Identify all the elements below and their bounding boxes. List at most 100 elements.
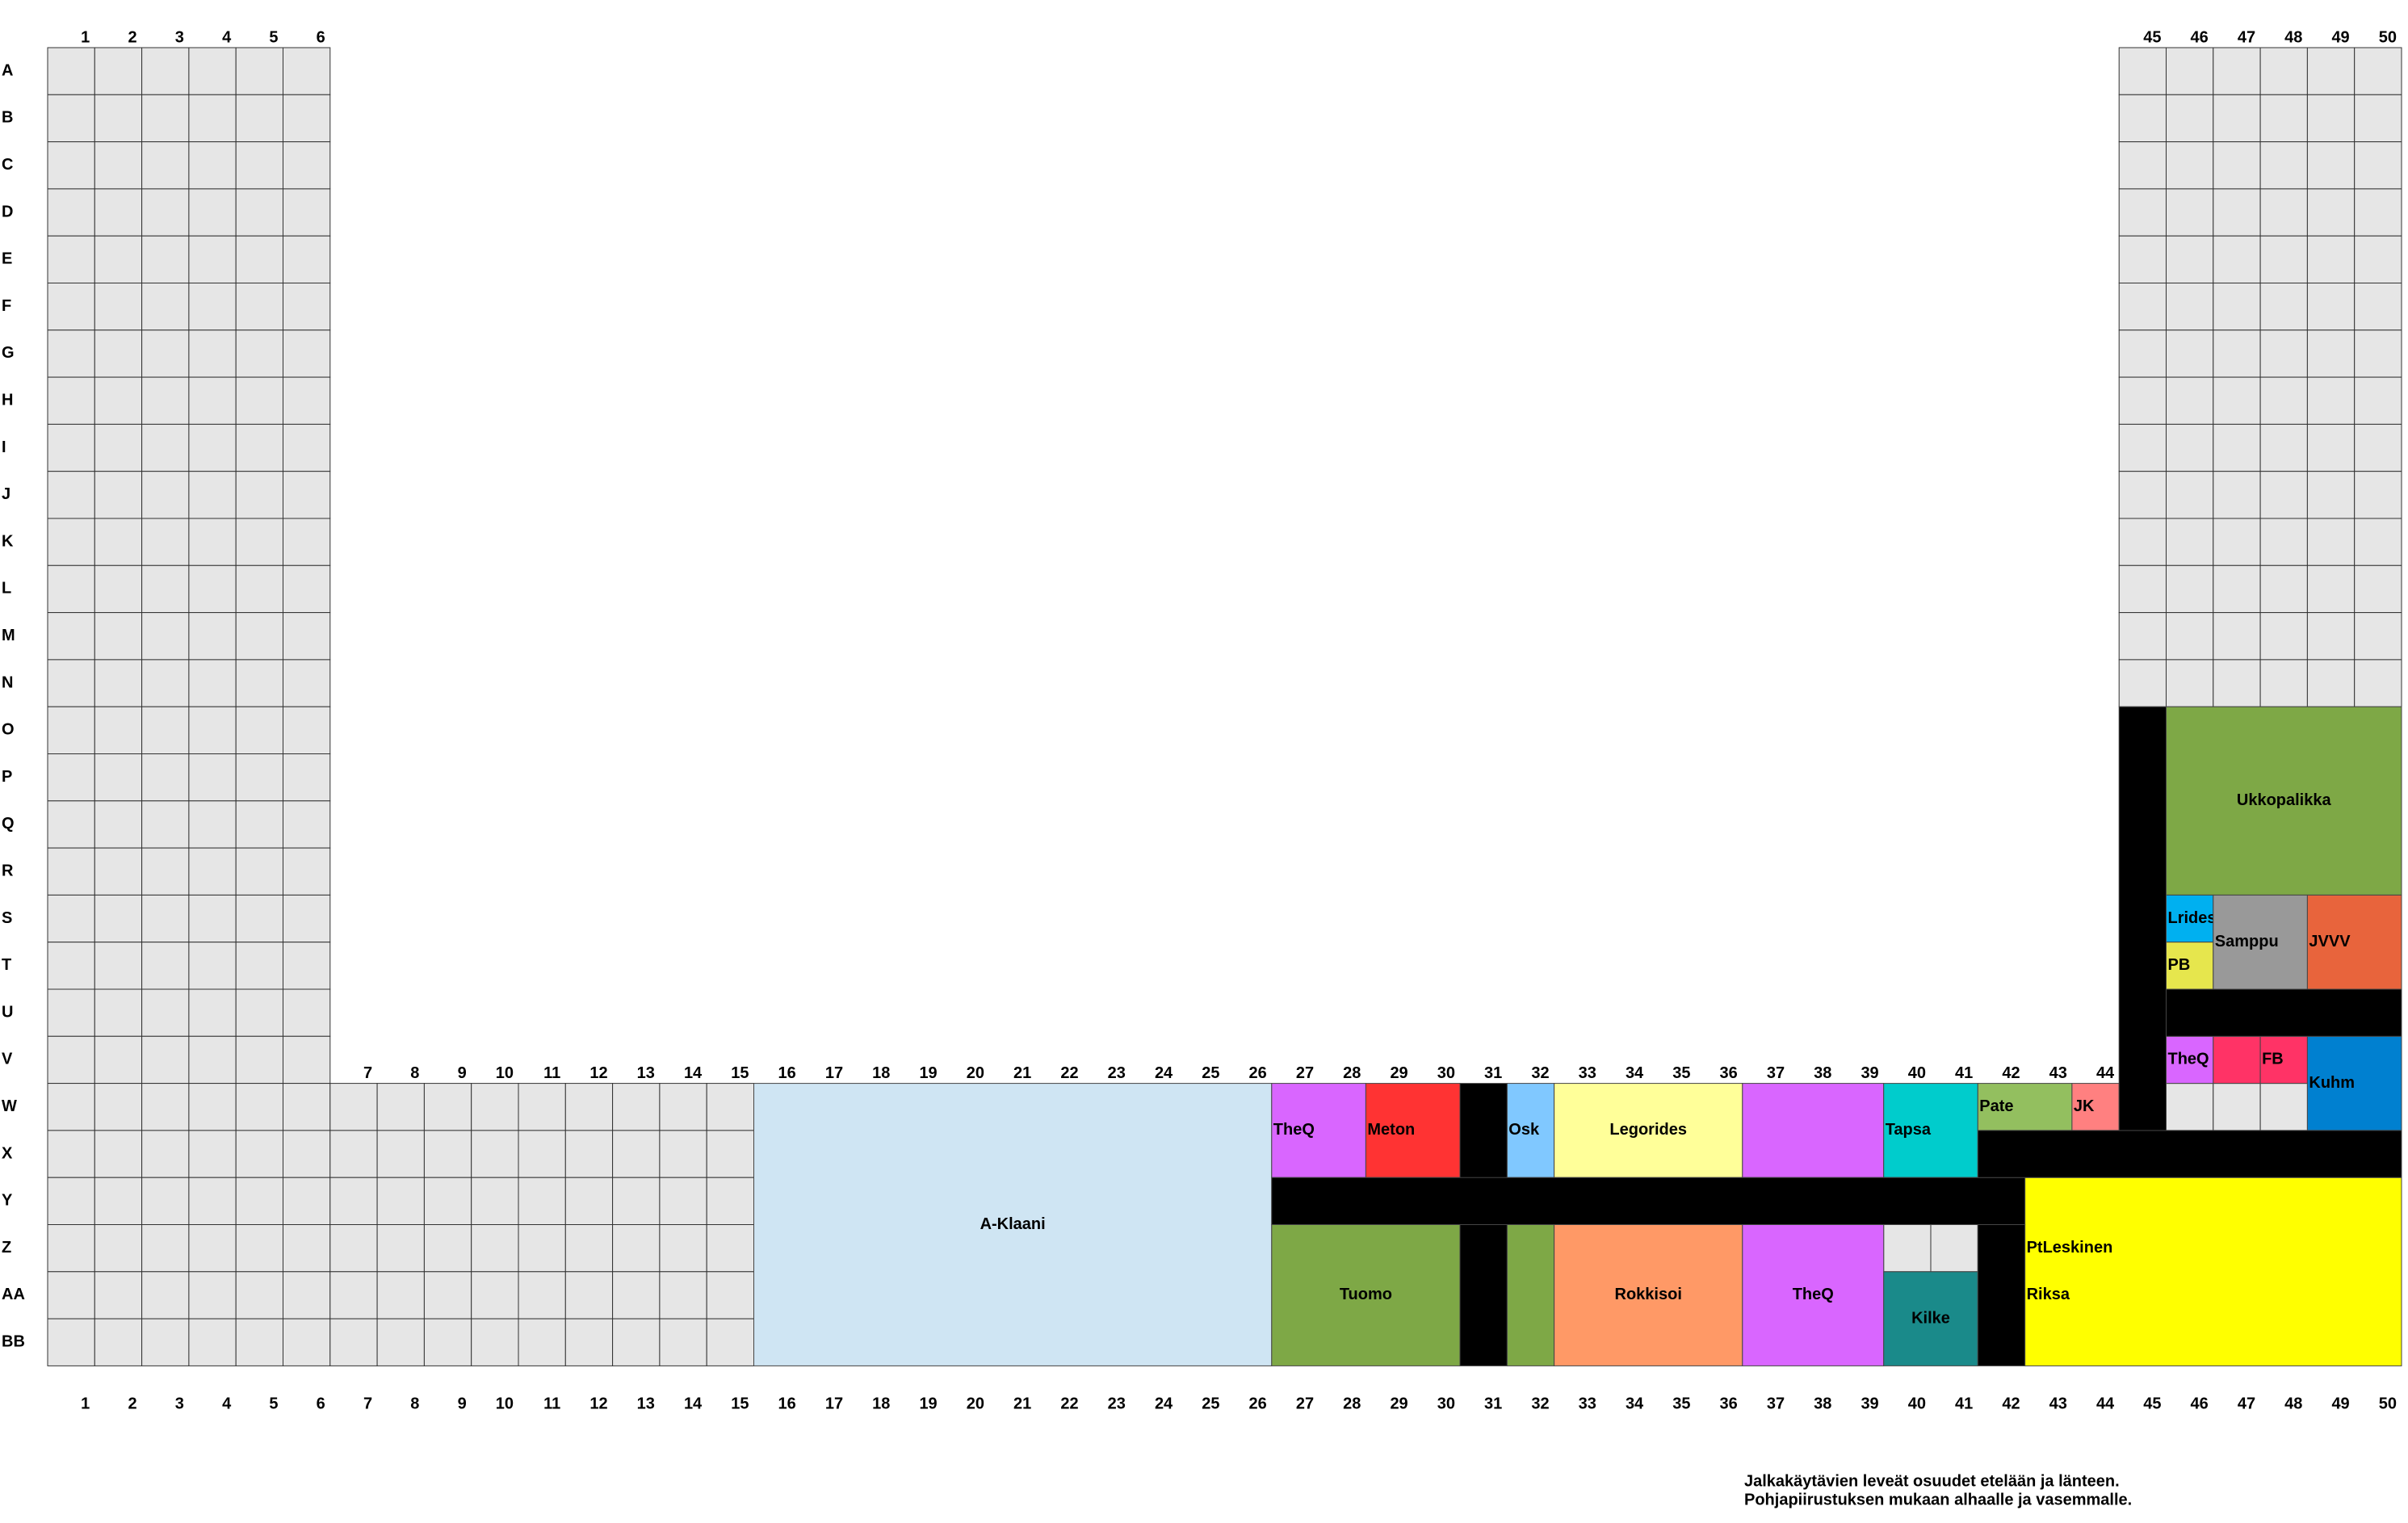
column-label: 13: [637, 1064, 655, 1082]
seat-cell: [471, 1130, 519, 1178]
seat-cell: [141, 753, 190, 802]
block-label: TheQ: [1793, 1286, 1834, 1303]
seat-cell: [2213, 283, 2261, 331]
seat-cell: [94, 376, 143, 425]
seat-cell: [94, 1271, 143, 1320]
block: [2118, 706, 2167, 1131]
row-label: L: [2, 580, 11, 598]
seat-cell: [47, 894, 95, 943]
column-label: 7: [363, 1395, 372, 1413]
reserved-block: [2259, 1035, 2308, 1085]
seat-cell: [94, 283, 143, 331]
column-label: 2: [128, 28, 136, 46]
column-label: 44: [2096, 1395, 2115, 1413]
seat-cell: [2118, 423, 2167, 472]
column-label: 8: [410, 1064, 419, 1082]
column-label: 4: [222, 28, 232, 46]
seat-cell: [706, 1177, 755, 1225]
seat-cell: [235, 1035, 284, 1085]
seat-cell: [2306, 235, 2356, 284]
seat-cell: [188, 753, 237, 802]
column-label: 45: [2143, 1395, 2161, 1413]
seat-cell: [94, 188, 143, 237]
column-label: 31: [1484, 1064, 1502, 1082]
column-label: 10: [496, 1395, 514, 1413]
seat-cell: [188, 612, 237, 661]
seat-cell: [283, 564, 331, 614]
seat-cell: [235, 329, 284, 378]
seat-cell: [2118, 94, 2167, 143]
block-label: PtLeskinen: [2027, 1239, 2113, 1257]
seat-cell: [235, 753, 284, 802]
reserved-block: [1883, 1271, 1978, 1366]
reserved-block: [2306, 894, 2402, 990]
seat-cell: [235, 1271, 284, 1320]
seat-cell: [47, 94, 95, 143]
seat-cell: [518, 1318, 566, 1366]
column-label: 15: [731, 1395, 749, 1413]
seat-cell: [188, 329, 237, 378]
seat-cell: [329, 1271, 378, 1320]
column-label: 49: [2331, 1395, 2349, 1413]
seat-cell: [2213, 329, 2261, 378]
seat-cell: [329, 1130, 378, 1178]
seat-cell: [706, 1224, 755, 1273]
seat-cell: [2259, 564, 2308, 614]
seat-cell: [283, 423, 331, 472]
seat-cell: [2306, 329, 2356, 378]
seat-cell: [141, 235, 190, 284]
seat-cell: [1883, 1224, 1932, 1273]
seat-cell: [2306, 471, 2356, 519]
column-label: 17: [825, 1395, 843, 1413]
column-label: 28: [1343, 1064, 1361, 1082]
seat-cell: [141, 659, 190, 707]
seat-cell: [188, 800, 237, 849]
seat-cell: [47, 1083, 95, 1131]
column-label: 32: [1531, 1395, 1549, 1413]
block-label: Meton: [1367, 1121, 1415, 1139]
seat-cell: [423, 1130, 472, 1178]
column-label: 44: [2096, 1064, 2115, 1082]
column-label: 18: [872, 1395, 890, 1413]
seat-cell: [2213, 518, 2261, 566]
seat-cell: [94, 1318, 143, 1366]
seat-cell: [94, 47, 143, 95]
reserved-block: [2306, 1035, 2402, 1131]
seat-cell: [94, 471, 143, 519]
block: [1271, 1177, 2026, 1225]
seat-cell: [376, 1318, 425, 1366]
seat-cell: [659, 1224, 707, 1273]
seat-cell: [94, 564, 143, 614]
row-label: O: [2, 721, 15, 739]
seat-cell: [235, 942, 284, 990]
column-label: 18: [872, 1064, 890, 1082]
column-label: 36: [1720, 1395, 1738, 1413]
seat-cell: [235, 800, 284, 849]
column-label: 11: [543, 1395, 560, 1413]
column-label: 35: [1672, 1064, 1690, 1082]
column-label: 39: [1861, 1064, 1878, 1082]
seat-cell: [235, 47, 284, 95]
seat-cell: [47, 1035, 95, 1085]
column-label: 47: [2238, 1395, 2255, 1413]
seat-cell: [423, 1177, 472, 1225]
seat-cell: [329, 1177, 378, 1225]
seat-cell: [47, 942, 95, 990]
seat-cell: [47, 376, 95, 425]
seat-cell: [329, 1318, 378, 1366]
column-label: 12: [589, 1064, 607, 1082]
seat-cell: [94, 141, 143, 190]
seat-cell: [188, 1083, 237, 1131]
seat-cell: [2354, 376, 2402, 425]
seat-cell: [2354, 141, 2402, 190]
seat-cell: [47, 847, 95, 896]
seat-cell: [2166, 283, 2214, 331]
seat-cell: [2354, 235, 2402, 284]
row-label: W: [2, 1097, 17, 1115]
seat-cell: [423, 1083, 472, 1131]
seat-cell: [706, 1271, 755, 1320]
column-label: 45: [2143, 28, 2161, 46]
column-label: 6: [317, 1395, 325, 1413]
row-label: G: [2, 344, 15, 362]
column-label: 31: [1484, 1395, 1502, 1413]
